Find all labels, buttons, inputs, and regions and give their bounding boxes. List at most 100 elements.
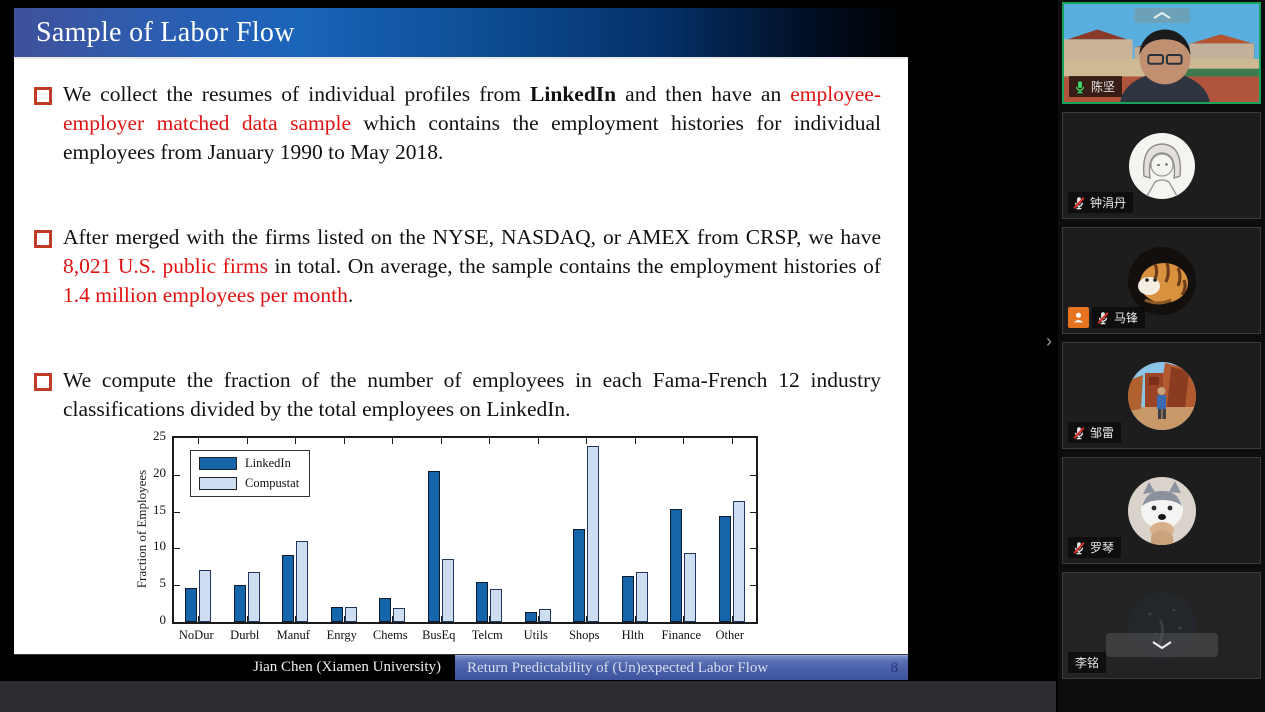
text-segment: in total. On average, the sample contain… [268,254,882,278]
participant-name-tag: 钟涓丹 [1068,192,1134,213]
axis-tick [750,511,756,513]
bar-group [271,438,320,622]
axis-tick [174,548,180,550]
axis-tick [634,616,636,622]
bar-compustat [441,559,454,622]
bar-compustat [538,609,551,622]
participant-name: 陈坚 [1091,80,1116,94]
bar-group [659,438,708,622]
x-axis-label: Telcm [471,628,503,642]
bar-group [223,438,272,622]
bar-group [465,438,514,622]
bullet-list: We collect the resumes of individual pro… [34,80,881,424]
axis-tick [392,616,394,622]
legend-entry: Compustat [199,476,299,491]
bar-compustat [393,608,406,622]
bullet-item: After merged with the firms listed on th… [34,223,881,310]
y-axis-tick-label: 10 [153,538,166,554]
bullet-text: After merged with the firms listed on th… [63,223,881,310]
x-axis-label: Utils [523,628,548,642]
bullet-square-icon [34,373,52,391]
sidebar-collapse-chevron-icon[interactable]: › [1046,330,1052,351]
chevron-down-icon [1151,641,1172,650]
axis-tick [440,616,442,622]
legend-swatch [199,457,237,470]
axis-tick [731,438,733,444]
participant-name-tag: 李铭 [1068,652,1107,673]
axis-tick [343,616,345,622]
bar-linkedin [427,471,440,622]
legend-entry: LinkedIn [199,456,299,471]
bullet-item: We collect the resumes of individual pro… [34,80,881,167]
y-axis-tick-label: 5 [159,575,167,591]
legend-label: LinkedIn [245,456,291,470]
avatar-tiger [1127,246,1196,315]
mic-muted-icon [1097,311,1109,324]
mic-muted-icon [1073,541,1085,554]
slide-body: We collect the resumes of individual pro… [14,59,908,654]
bar-linkedin [621,576,634,622]
axis-tick [295,616,297,622]
text-segment: 1.4 million employees per month [63,283,348,307]
participant-tile[interactable]: 李铭 [1062,572,1261,679]
slide-title: Sample of Labor Flow [14,8,908,59]
y-axis-tick-label: 15 [153,501,166,517]
participant-tile[interactable]: 马锋 [1062,227,1261,334]
thumbnail-expand-button[interactable] [1133,8,1190,23]
bar-group [174,438,223,622]
participant-name-tag: 邹雷 [1068,422,1122,443]
bar-compustat [490,589,503,622]
x-axis-label: NoDur [178,628,214,642]
bar-linkedin [379,598,392,622]
mic-on-icon [1075,80,1085,93]
axis-tick [683,616,685,622]
bar-linkedin [330,607,343,622]
bar-linkedin [185,588,198,622]
video-feed-campus [1064,4,1259,102]
person-icon [1073,312,1084,323]
text-segment: LinkedIn [530,82,617,106]
x-axis-label: Other [715,628,744,642]
participant-name-tag: 罗琴 [1068,537,1122,558]
y-axis-tick-label: 20 [153,464,166,480]
mic-muted-icon [1073,196,1085,209]
bar-compustat [247,572,260,622]
bar-linkedin [524,612,537,622]
participant-tile[interactable]: 罗琴 [1062,457,1261,564]
axis-tick [174,474,180,476]
footer-page-number: 8 [890,659,899,676]
x-axis-label: Hlth [621,628,644,642]
participant-name: 马锋 [1114,311,1139,325]
bar-linkedin [282,555,295,622]
x-axis-label: Manuf [276,628,310,642]
bar-linkedin [670,509,683,622]
mic-muted-icon [1073,426,1085,439]
share-bottom-strip [0,681,1056,712]
participant-name-tag: 陈坚 [1069,76,1123,97]
axis-tick [683,438,685,444]
y-axis-tick-label: 0 [159,612,167,627]
bullet-text: We compute the fraction of the number of… [63,366,881,424]
participant-name: 邹雷 [1090,426,1115,440]
participant-tile[interactable]: 陈坚 [1062,2,1261,104]
axis-tick [174,511,180,513]
legend-label: Compustat [245,476,300,490]
chart-legend: LinkedIn Compustat [190,450,311,497]
bar-compustat [635,572,648,622]
axis-tick [537,616,539,622]
presentation-slide: Sample of Labor Flow We collect the resu… [14,8,908,680]
participant-sidebar: 陈坚 钟涓丹 [1058,0,1265,712]
bar-group [514,438,563,622]
participant-tile[interactable]: 钟涓丹 [1062,112,1261,219]
bar-compustat [344,607,357,622]
text-segment: After merged with the firms listed on th… [63,225,881,249]
participant-tile[interactable]: 邹雷 [1062,342,1261,449]
scroll-participants-button[interactable] [1105,633,1218,657]
axis-tick [537,438,539,444]
footer-deck-title: Return Predictability of (Un)expected La… [467,659,769,676]
x-axis-label: BusEq [422,628,456,642]
text-segment: We collect the resumes of individual pro… [63,82,531,106]
participant-name: 李铭 [1075,656,1100,670]
x-axis-label: Durbl [230,628,260,642]
avatar-sketch-girl [1128,132,1195,199]
